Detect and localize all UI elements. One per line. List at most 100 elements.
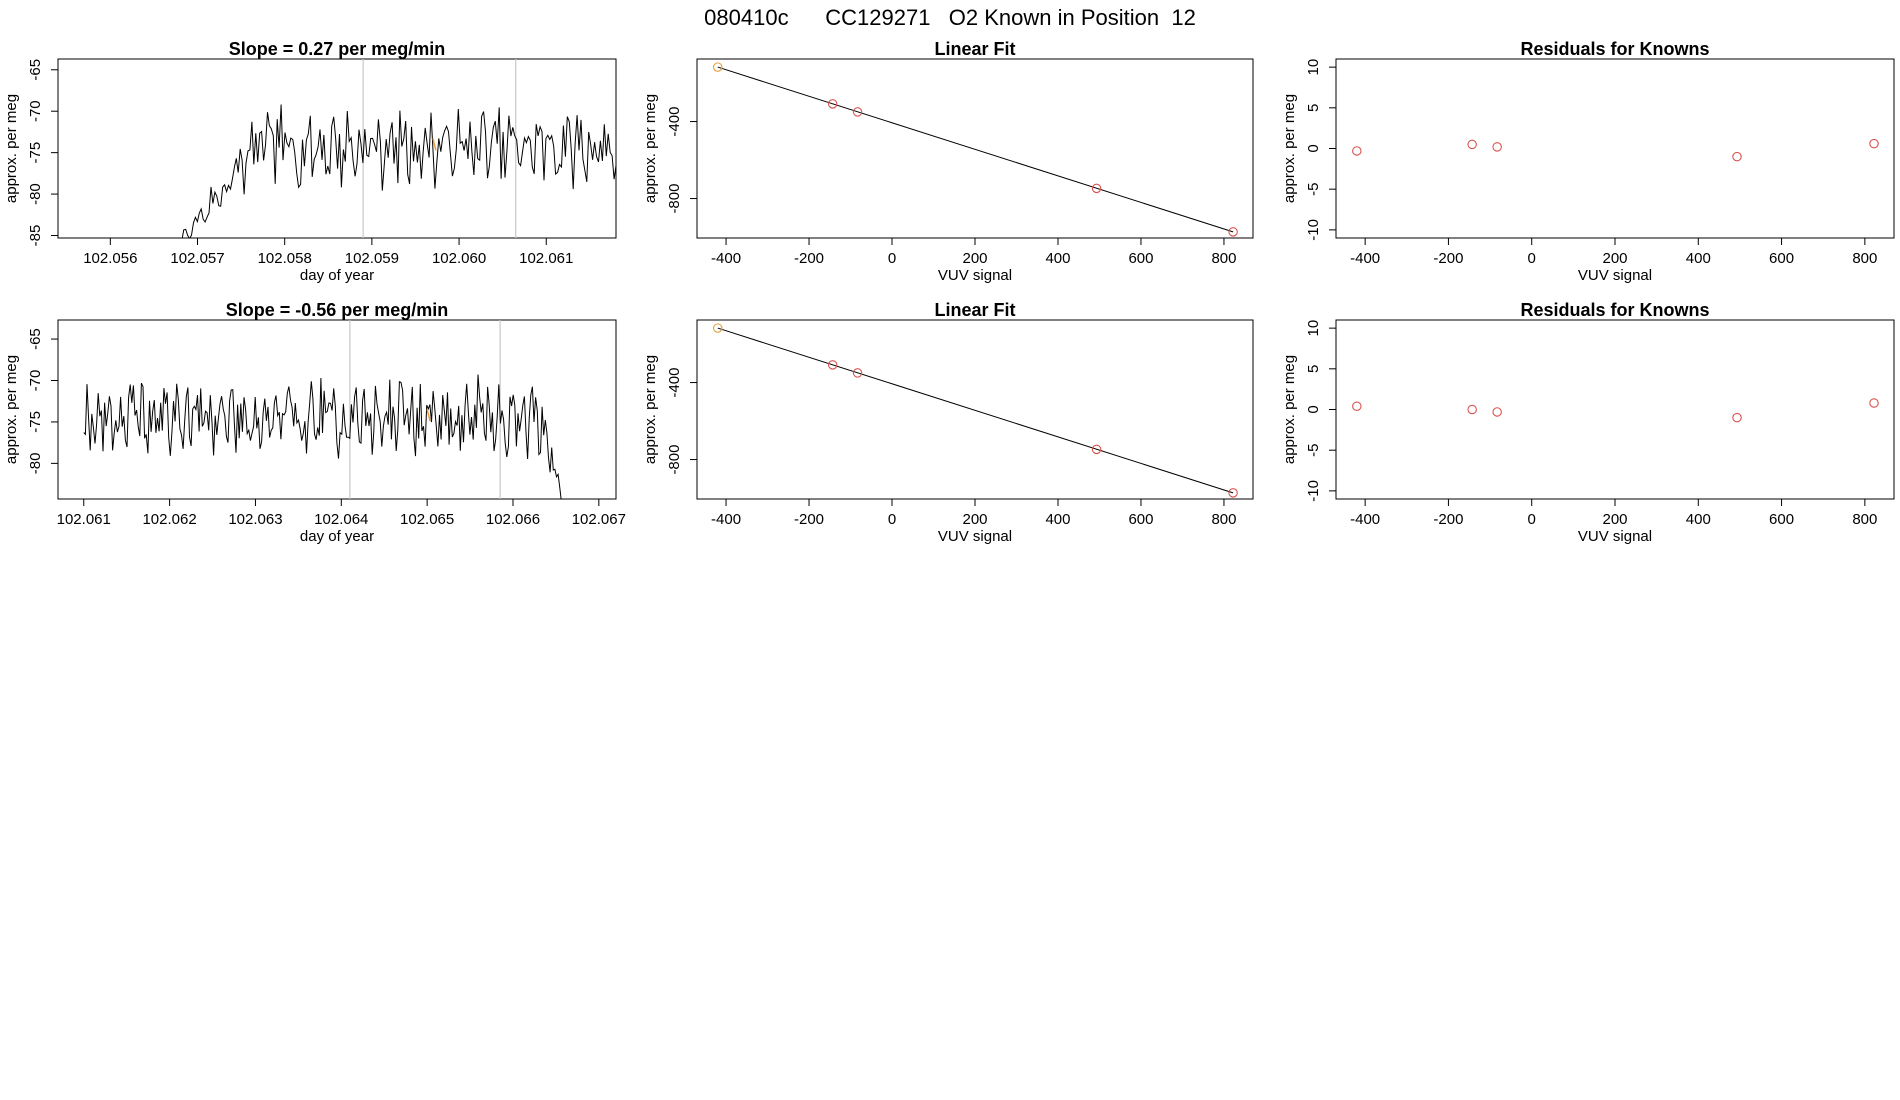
data-point <box>1091 444 1102 455</box>
x-tick-label: 800 <box>1211 511 1236 528</box>
data-point <box>1732 151 1742 162</box>
y-axis-label: approx. per meg <box>1281 94 1298 203</box>
plot-frame <box>1335 319 1895 500</box>
data-point <box>712 62 723 72</box>
x-tick-label: 102.058 <box>258 250 312 267</box>
highlight-mark <box>426 409 431 422</box>
series-line <box>83 374 562 499</box>
x-tick-label: -200 <box>794 511 824 528</box>
x-tick-label: 102.067 <box>572 511 626 528</box>
y-axis-label: approx. per meg <box>1281 355 1298 464</box>
x-tick-label: 0 <box>888 250 896 267</box>
y-tick-label: -80 <box>27 183 44 205</box>
data-point <box>1091 183 1102 194</box>
x-tick-label: 400 <box>1686 511 1711 528</box>
y-tick-label: -65 <box>27 328 44 350</box>
data-point <box>1467 139 1477 150</box>
panel-title: Linear Fit <box>934 39 1015 59</box>
y-tick-label: -800 <box>666 184 683 214</box>
y-axis-label: approx. per meg <box>642 355 659 464</box>
data-point <box>827 360 838 370</box>
figure-title: 080410c CC129271 O2 Known in Position 12 <box>704 5 1196 30</box>
x-tick-label: 102.059 <box>345 250 399 267</box>
panel-ts2: Slope = -0.56 per meg/min 102.061 102.062 1… <box>3 300 626 545</box>
x-tick-label: -200 <box>794 250 824 267</box>
x-tick-label: -400 <box>711 511 741 528</box>
x-tick-label: -200 <box>1433 250 1463 267</box>
y-tick-label: -65 <box>27 59 44 81</box>
panel-fit1: Linear Fit -400 -200 0 200 400 600 800 VUV signa… <box>642 39 1254 284</box>
data-point <box>852 107 863 117</box>
x-tick-label: 102.061 <box>519 250 573 267</box>
x-tick-label: 800 <box>1852 511 1877 528</box>
x-tick-label: -200 <box>1433 511 1463 528</box>
y-tick-label: 5 <box>1305 365 1322 373</box>
data-point <box>1352 146 1362 156</box>
y-tick-label: -80 <box>27 453 44 475</box>
y-tick-label: -75 <box>27 142 44 164</box>
x-axis-label: VUV signal <box>938 267 1012 284</box>
x-tick-label: -400 <box>1350 250 1380 267</box>
panel-fit2: Linear Fit -400 -200 0 200 400 600 800 VUV signa… <box>642 300 1254 545</box>
x-tick-label: 102.064 <box>314 511 368 528</box>
panel-title: Slope = -0.56 per meg/min <box>226 300 449 320</box>
y-tick-label: 0 <box>1305 144 1322 152</box>
y-tick-label: -10 <box>1305 480 1322 502</box>
data-point <box>1228 488 1238 498</box>
data-point <box>712 323 723 333</box>
y-axis-label: approx. per meg <box>3 355 20 464</box>
x-tick-label: 600 <box>1128 250 1153 267</box>
data-point <box>852 368 863 378</box>
data-point <box>827 99 838 109</box>
data-point <box>1492 142 1502 152</box>
x-tick-label: 400 <box>1686 250 1711 267</box>
y-tick-label: -400 <box>666 368 683 398</box>
y-tick-label: -5 <box>1305 183 1322 196</box>
y-tick-label: -70 <box>27 370 44 392</box>
y-tick-label: -70 <box>27 100 44 122</box>
y-tick-label: -400 <box>666 107 683 137</box>
x-tick-label: 200 <box>1602 250 1627 267</box>
data-point <box>1869 398 1879 408</box>
data-point <box>1352 401 1362 411</box>
x-tick-label: 400 <box>1045 250 1070 267</box>
fit-line <box>717 66 1234 233</box>
x-tick-label: 400 <box>1045 511 1070 528</box>
panel-title: Residuals for Knowns <box>1520 300 1709 320</box>
x-axis-label: VUV signal <box>1578 528 1652 545</box>
y-tick-label: 10 <box>1305 320 1322 337</box>
x-tick-label: 102.060 <box>432 250 486 267</box>
data-point <box>1732 412 1742 423</box>
plot-frame <box>1335 58 1895 239</box>
x-tick-label: 200 <box>962 511 987 528</box>
x-tick-label: 102.061 <box>57 511 111 528</box>
series-line <box>181 104 616 238</box>
x-tick-label: -400 <box>1350 511 1380 528</box>
panel-res1: Residuals for Knowns -400 -200 0 200 400 600 80… <box>1281 39 1895 284</box>
x-tick-label: 600 <box>1769 250 1794 267</box>
fit-line <box>717 327 1234 494</box>
y-tick-label: -5 <box>1305 444 1322 457</box>
panel-ts1: Slope = 0.27 per meg/min 102.056 102.057 10… <box>3 39 617 284</box>
panel-title: Linear Fit <box>934 300 1015 320</box>
data-point <box>1492 407 1502 417</box>
plot-frame <box>57 319 617 500</box>
y-tick-label: -85 <box>27 225 44 247</box>
panel-res2: Residuals for Knowns -400 -200 0 200 400 600 80… <box>1281 300 1895 545</box>
y-tick-label: 5 <box>1305 104 1322 112</box>
panel-title: Residuals for Knowns <box>1520 39 1709 59</box>
x-tick-label: 0 <box>1528 250 1536 267</box>
x-tick-label: 0 <box>888 511 896 528</box>
y-tick-label: 10 <box>1305 59 1322 76</box>
x-tick-label: 102.056 <box>83 250 137 267</box>
x-tick-label: 200 <box>1602 511 1627 528</box>
highlight-mark <box>432 138 437 151</box>
x-tick-label: 600 <box>1128 511 1153 528</box>
plot-frame <box>57 58 617 239</box>
x-axis-label: day of year <box>300 528 374 545</box>
x-tick-label: 0 <box>1528 511 1536 528</box>
x-tick-label: -400 <box>711 250 741 267</box>
y-tick-label: 0 <box>1305 405 1322 413</box>
data-point <box>1228 227 1238 237</box>
